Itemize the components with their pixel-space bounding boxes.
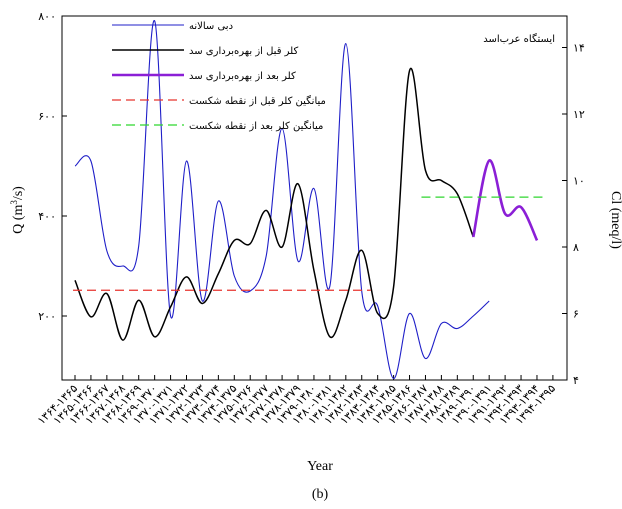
- y-right-tick-label: ۱۰: [573, 176, 585, 188]
- y-left-tick-label: ۴۰۰: [38, 211, 56, 223]
- y-right-tick-label: ۱۲: [573, 109, 585, 121]
- series-lines: [73, 20, 547, 380]
- y-left-tick-label: ۶۰۰: [38, 111, 56, 123]
- legend-label: میانگین کلر قبل از نقطه شکست: [189, 95, 326, 107]
- y-right-tick-label: ۱۴: [573, 43, 585, 55]
- y-left-tick-label: ۲۰۰: [38, 311, 56, 323]
- axis-ticks: ۸۰۰۶۰۰۴۰۰۲۰۰۱۴۱۲۱۰۸۶۴۱۳۶۴-۱۳۶۵۱۳۶۵-۱۳۶۶۱…: [36, 11, 585, 427]
- legend-label: کلر قبل از بهره‌برداری سد: [189, 46, 298, 57]
- y-left-tick-label: ۸۰۰: [38, 11, 56, 23]
- y-axis-left-label: Q (m3/s): [9, 186, 26, 234]
- legend-label: دبی سالانه: [189, 21, 233, 32]
- series-line-1: [74, 67, 475, 341]
- x-axis-label: Year: [307, 459, 333, 474]
- panel-label: (b): [312, 487, 329, 502]
- y-axis-right-label: Cl (meq/l): [608, 191, 622, 249]
- legend-label: میانگین کلر بعد از نقطه شکست: [189, 120, 323, 132]
- legend-label: کلر بعد از بهره‌برداری سد: [189, 71, 296, 82]
- plot-frame: [61, 15, 568, 381]
- legend: دبی سالانه کلر قبل از بهره‌برداری سد کلر ب…: [112, 21, 326, 132]
- series-line-0: [74, 20, 490, 380]
- series-line-2: [472, 159, 539, 241]
- y-right-tick-label: ۶: [573, 309, 579, 321]
- y-right-tick-label: ۸: [573, 242, 579, 254]
- y-right-tick-label: ۴: [573, 375, 579, 387]
- station-label: ایستگاه عرب‌اسد: [483, 33, 555, 45]
